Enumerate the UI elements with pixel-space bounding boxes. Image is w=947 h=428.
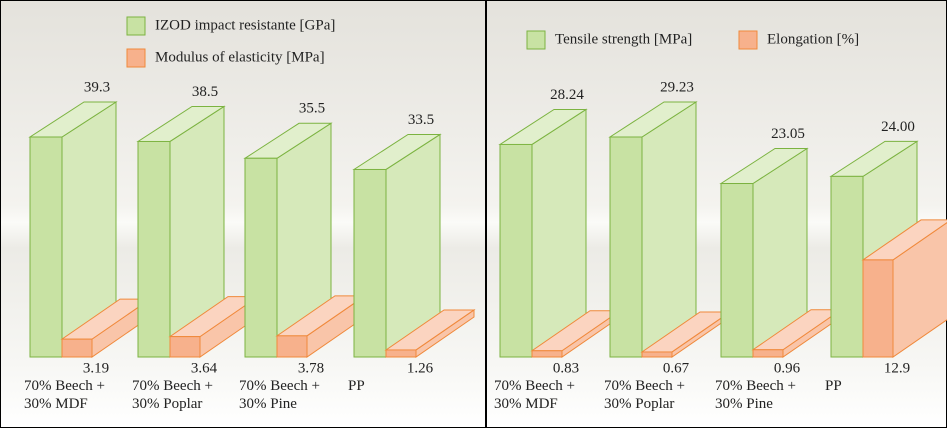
bar-front xyxy=(385,349,417,358)
category-label: PP xyxy=(348,378,365,394)
bar-front xyxy=(499,143,533,358)
category-label: 70% Beech + 30% Poplar xyxy=(132,378,213,412)
value-label: 38.5 xyxy=(192,84,218,100)
bar xyxy=(608,101,698,358)
bar xyxy=(498,108,588,358)
bar-front xyxy=(169,336,201,358)
bar-front xyxy=(830,175,864,358)
value-label: 12.9 xyxy=(884,360,910,376)
category-label: 70% Beech + 30% Pine xyxy=(715,378,796,412)
bar xyxy=(530,309,622,358)
bar xyxy=(243,122,333,358)
bar-front xyxy=(531,350,563,358)
value-label: 3.19 xyxy=(83,360,109,376)
value-label: 0.83 xyxy=(553,360,579,376)
bar xyxy=(136,105,226,358)
value-label: 0.67 xyxy=(663,360,690,376)
legend-label: Tensile strength [MPa] xyxy=(555,31,692,47)
value-label: 3.78 xyxy=(298,360,324,376)
category-label: 70% Beech + 30% MDF xyxy=(494,378,575,412)
legend-label: Elongation [%] xyxy=(767,31,859,47)
legend-label: Modulus of elasticity [MPa] xyxy=(155,49,325,65)
category-label: 70% Beech + 30% MDF xyxy=(24,378,105,412)
bar-front xyxy=(720,183,754,358)
bar xyxy=(861,219,947,358)
bar xyxy=(275,294,367,358)
bar xyxy=(28,101,118,358)
category-label: PP xyxy=(825,378,842,394)
bar xyxy=(640,311,732,358)
bar-front xyxy=(29,136,63,358)
bar-front xyxy=(244,157,278,358)
value-label: 1.26 xyxy=(407,360,434,376)
value-label: 35.5 xyxy=(299,101,325,117)
value-label: 3.64 xyxy=(191,360,218,376)
value-label: 29.23 xyxy=(660,79,694,95)
bar-front xyxy=(61,338,93,358)
value-label: 33.5 xyxy=(408,112,434,128)
bar xyxy=(168,295,260,358)
value-label: 28.24 xyxy=(550,87,584,103)
legend-swatch xyxy=(126,48,146,68)
bar xyxy=(352,133,442,358)
bar-front xyxy=(752,349,784,358)
bar xyxy=(60,298,152,358)
bar-front xyxy=(862,259,894,358)
bar xyxy=(384,308,476,358)
bar-front xyxy=(137,140,171,358)
bar xyxy=(751,308,843,358)
legend-swatch xyxy=(738,30,758,50)
category-label: 70% Beech + 30% Poplar xyxy=(604,378,685,412)
bar-front xyxy=(276,335,308,358)
bar-side xyxy=(641,101,697,358)
value-label: 0.96 xyxy=(774,360,801,376)
bar-front xyxy=(609,136,643,358)
bar-front xyxy=(641,351,673,358)
bar xyxy=(719,147,809,358)
value-label: 39.3 xyxy=(84,79,110,95)
legend-label: IZOD impact resistante [GPa] xyxy=(155,17,335,33)
value-label: 24.00 xyxy=(881,119,915,135)
value-label: 23.05 xyxy=(771,126,805,142)
bar-front xyxy=(353,168,387,358)
legend-swatch xyxy=(126,16,146,36)
legend-swatch xyxy=(526,30,546,50)
category-label: 70% Beech + 30% Pine xyxy=(239,378,320,412)
